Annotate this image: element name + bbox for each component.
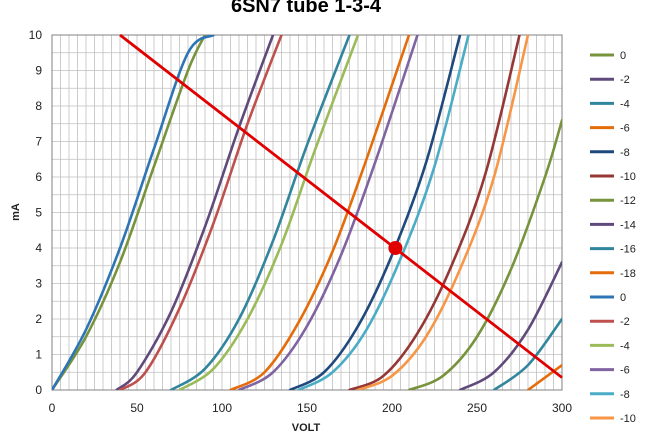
legend-label: -2 [620, 316, 630, 328]
x-axis-title: VOLT [292, 422, 321, 434]
legend-label: -16 [620, 244, 636, 256]
y-tick-label: 6 [35, 170, 42, 184]
legend-label: -8 [620, 389, 630, 401]
legend-label: -4 [620, 98, 630, 110]
y-tick-label: 2 [35, 312, 42, 326]
load-line [119, 33, 563, 379]
series-line-7 [458, 260, 562, 390]
legend-label: -12 [620, 195, 636, 207]
series-line-11 [118, 35, 283, 390]
x-tick-label: 300 [552, 401, 572, 415]
curves [52, 35, 562, 390]
y-tick-label: 8 [35, 99, 42, 113]
chart-title: 6SN7 tube 1-3-4 [231, 0, 382, 17]
y-axis-title: mA [10, 203, 22, 221]
y-tick-label: 7 [35, 135, 42, 149]
series-line-3 [229, 35, 411, 390]
series-line-14 [297, 35, 470, 390]
x-tick-label: 200 [382, 401, 402, 415]
series-line-8 [492, 317, 562, 390]
series-line-6 [407, 118, 562, 390]
legend-label: -10 [620, 413, 636, 425]
series-line-9 [526, 363, 562, 390]
x-tick-label: 50 [130, 401, 144, 415]
plot-border [51, 34, 563, 391]
legend-label: -8 [620, 147, 630, 159]
legend-label: -6 [620, 365, 630, 377]
y-tick-label: 9 [35, 64, 42, 78]
grid [51, 34, 563, 391]
tick-labels: 0 50 100 150 200 250 300 0 1 2 3 4 5 6 7 8 9 10 [29, 28, 573, 415]
y-tick-label: 10 [29, 28, 43, 42]
legend: 0 -2 -4 -6 -8 -10 -12 -14 -16 -18 0 -2 -4 -6 -8 -10 [590, 50, 636, 425]
legend-label: -18 [620, 268, 636, 280]
x-tick-label: 0 [49, 401, 56, 415]
series-line-10 [52, 35, 215, 390]
series-line-15 [356, 35, 530, 390]
x-tick-label: 150 [297, 401, 317, 415]
legend-label: 0 [620, 292, 626, 304]
load-line-group [119, 33, 563, 379]
y-tick-label: 4 [35, 241, 42, 255]
y-tick-label: 3 [35, 277, 42, 291]
series-line-12 [178, 35, 360, 390]
y-tick-label: 1 [35, 348, 42, 362]
series-line-1 [115, 35, 275, 390]
legend-label: -2 [620, 74, 630, 86]
x-tick-label: 100 [212, 401, 232, 415]
series-line-4 [288, 35, 462, 390]
series-line-0 [52, 35, 207, 390]
y-tick-label: 0 [35, 383, 42, 397]
x-tick-label: 250 [467, 401, 487, 415]
plot-area [51, 34, 563, 391]
legend-label: -10 [620, 171, 636, 183]
legend-label: -6 [620, 123, 630, 135]
y-tick-label: 5 [35, 206, 42, 220]
series-line-5 [348, 35, 521, 390]
series-line-13 [237, 35, 419, 390]
legend-label: -14 [620, 219, 636, 231]
operating-point-marker [388, 241, 403, 255]
legend-label: 0 [620, 50, 626, 62]
legend-label: -4 [620, 340, 630, 352]
series-line-2 [169, 35, 351, 390]
